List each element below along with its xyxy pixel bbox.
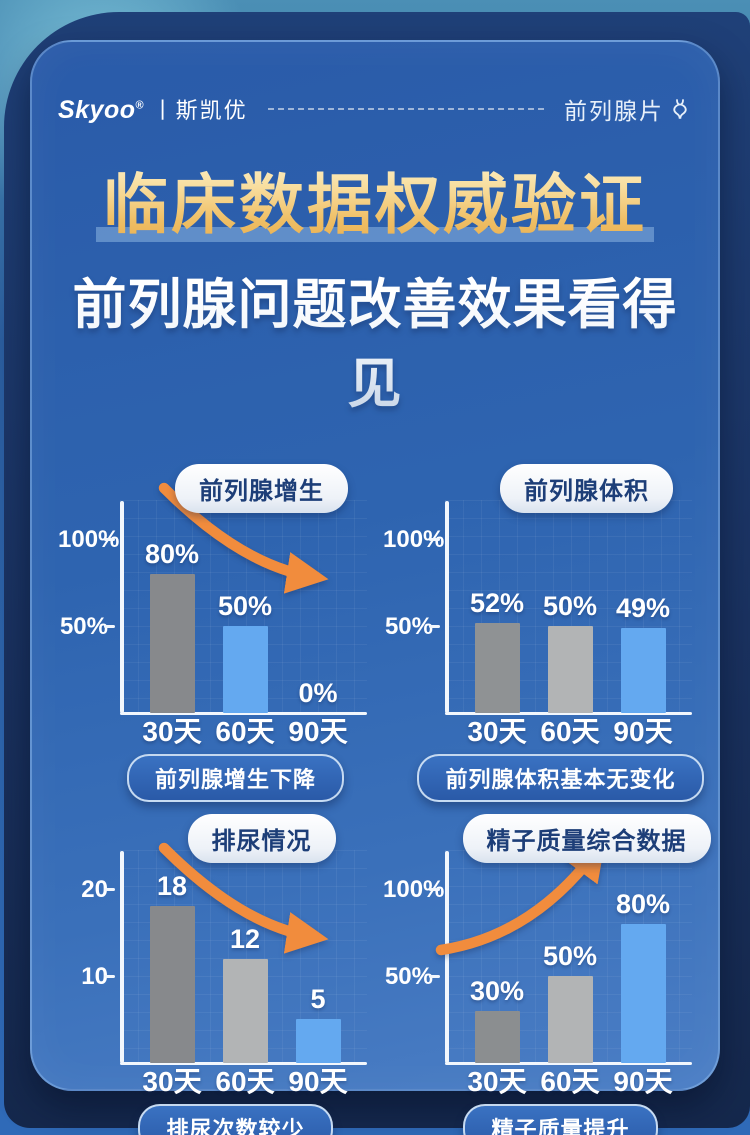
y-tick-label: 100% [58,526,120,553]
brand-name: Skyoo [58,96,136,124]
y-tick-label: 50% [59,613,108,640]
chart-title-pill: 前列腺体积 [500,464,673,513]
y-axis-line [120,501,124,713]
bar-30天 [474,623,520,713]
chart-plot: 100% 50% 80% 30天 50% 60天 0% 90天 [58,482,373,750]
product-name: 前列腺片 [564,92,692,126]
bar-value-label: 50% [217,591,273,621]
brand-name-cn: 丨斯凯优 [151,98,248,123]
chart-caption-pill: 排尿次数较少 [138,1104,333,1135]
charts-grid: 前列腺增生 100% 50% 80% 30天 50% 60天 0% 90天 前列腺增生下降 前列腺体… [58,464,711,1135]
chart-caption-pill: 前列腺增生下降 [126,754,344,802]
y-tick-label: 100% [383,526,445,553]
chart-title-pill: 精子质量综合数据 [462,814,711,863]
bar-30天 [474,1011,520,1063]
chart-1: 前列腺增生 100% 50% 80% 30天 50% 60天 0% 90天前列腺增生下降 [58,464,373,802]
chart-4: 精子质量综合数据 100% 50% 30% 30天 50% 60天 80% 90天精子质量提升 [383,814,711,1135]
bar-90天 [620,924,666,1063]
x-axis-label: 90天 [288,1066,348,1097]
x-axis-label: 90天 [613,716,673,747]
chart-3: 排尿情况 20 10 18 30天 12 60天 5 90天排尿次数较少 [58,814,373,1135]
bar-60天 [547,976,593,1063]
x-axis-line [445,1061,692,1065]
y-tick-label: 50% [384,963,433,990]
bar-60天 [222,626,268,713]
y-axis-line [120,851,124,1063]
bar-value-label: 50% [542,591,598,621]
y-tick-label: 100% [383,876,445,903]
bar-value-label: 30% [469,976,525,1006]
chart-plot: 100% 50% 30% 30天 50% 60天 80% 90天 [383,838,698,1100]
y-tick-mark [104,974,115,978]
title-block: 临床数据权威验证 [58,152,692,246]
bar-value-label: 49% [615,593,671,623]
x-axis-label: 90天 [613,1066,673,1097]
x-axis-label: 30天 [467,716,527,747]
bar-value-label: 52% [469,588,525,618]
y-axis-line [445,501,449,713]
chart-caption-pill: 前列腺体积基本无变化 [417,754,704,802]
y-tick-label: 10 [81,963,108,990]
x-axis-label: 60天 [540,716,600,747]
chart-caption-pill: 精子质量提升 [463,1104,658,1135]
x-axis-label: 90天 [288,716,348,747]
header: Skyoo® 丨斯凯优 前列腺片 [58,92,692,126]
trend-arrow-up-icon [431,828,641,968]
product-label: 前列腺片 [564,98,664,124]
bar-30天 [149,574,195,713]
chart-title-pill: 前列腺增生 [175,464,348,513]
x-axis-line [120,711,367,715]
y-tick-mark [104,537,115,541]
chart-2: 前列腺体积 100% 50% 52% 30天 50% 60天 49% 90天前列腺体积基本无变化 [383,464,704,802]
y-tick-mark [429,974,440,978]
y-tick-mark [429,624,440,628]
bar-value-label: 12 [229,924,261,954]
bar-value-label: 80% [615,889,671,919]
chart-plot: 100% 50% 52% 30天 50% 60天 49% 90天 [383,500,698,750]
y-tick-mark [429,537,440,541]
bar-90天 [295,1019,341,1063]
bar-value-label: 18 [156,871,188,901]
bar-60天 [222,959,268,1063]
content-card: Skyoo® 丨斯凯优 前列腺片 临床数据权威验证 前列腺问题改善效果看得见 前… [30,40,720,1135]
y-axis-line [445,851,449,1063]
bar-value-label: 0% [298,678,338,708]
bar-value-label: 5 [310,984,326,1014]
y-tick-label: 20 [81,876,108,903]
registered-mark: ® [135,99,145,112]
y-tick-mark [429,887,440,891]
x-axis-label: 30天 [142,716,202,747]
subtitle: 前列腺问题改善效果看得见 [58,260,692,418]
x-axis-label: 60天 [215,716,275,747]
y-tick-mark [104,887,115,891]
x-axis-label: 60天 [540,1066,600,1097]
x-axis-label: 60天 [215,1066,275,1097]
dashed-divider [267,108,544,110]
bar-60天 [547,626,593,713]
bar-90天 [620,628,666,713]
x-axis-label: 30天 [467,1066,527,1097]
x-axis-label: 30天 [142,1066,202,1097]
bar-value-label: 50% [542,941,598,971]
chart-plot: 20 10 18 30天 12 60天 5 90天 [58,842,373,1100]
main-title: 临床数据权威验证 [58,152,692,246]
x-axis-line [120,1061,367,1065]
brand-logo: Skyoo® 丨斯凯优 [58,93,248,125]
prostate-icon [673,99,687,119]
bar-value-label: 80% [144,539,200,569]
trend-arrow-down-icon [154,840,364,975]
y-tick-label: 50% [384,613,433,640]
y-tick-mark [104,624,115,628]
bar-30天 [149,906,195,1063]
x-axis-line [445,711,692,715]
chart-title-pill: 排尿情况 [187,814,336,863]
